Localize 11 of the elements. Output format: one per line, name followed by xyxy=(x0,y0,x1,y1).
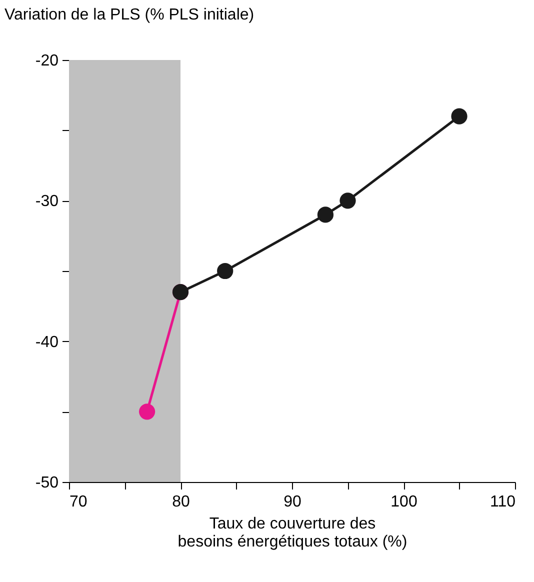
y-tick-label: -30 xyxy=(35,193,59,210)
x-tick-label: 80 xyxy=(172,494,190,510)
y-tick-label: -50 xyxy=(35,474,59,492)
x-tick-label: 70 xyxy=(70,494,88,510)
y-tick-label: -40 xyxy=(35,334,59,351)
x-tick-label: 90 xyxy=(284,494,302,510)
x-axis-title: Taux de couverture des besoins énergétiques totaux (%) xyxy=(178,516,408,550)
x-tick-label: 110 xyxy=(490,494,516,510)
y-axis-title: Variation de la PLS (% PLS initiale) xyxy=(4,6,254,24)
y-tick-label: -20 xyxy=(35,52,59,70)
x-tick-label: 100 xyxy=(390,494,418,510)
